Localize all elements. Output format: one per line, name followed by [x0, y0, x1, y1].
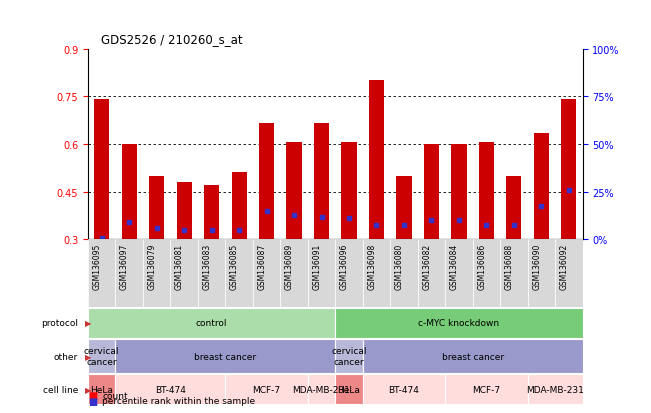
Bar — [335, 339, 363, 373]
Text: MCF-7: MCF-7 — [473, 385, 501, 394]
Text: cervical
cancer: cervical cancer — [331, 347, 367, 366]
Bar — [286, 142, 301, 240]
Bar — [424, 145, 439, 240]
Bar — [253, 240, 281, 308]
Text: percentile rank within the sample: percentile rank within the sample — [102, 396, 255, 406]
Text: HeLa: HeLa — [338, 385, 361, 394]
Bar — [308, 374, 335, 404]
Bar — [88, 308, 335, 338]
Bar — [94, 100, 109, 240]
Bar — [335, 308, 583, 338]
Text: control: control — [196, 319, 227, 328]
Text: GSM136084: GSM136084 — [450, 243, 459, 289]
Bar — [115, 374, 225, 404]
Text: ■: ■ — [88, 396, 97, 406]
Bar — [259, 124, 274, 240]
Bar — [363, 374, 445, 404]
Bar — [115, 339, 335, 373]
Bar — [500, 240, 528, 308]
Bar — [335, 240, 363, 308]
Bar — [506, 176, 521, 240]
Text: GSM136095: GSM136095 — [92, 243, 102, 289]
Bar — [479, 143, 494, 240]
Bar — [149, 176, 164, 240]
Bar — [555, 240, 583, 308]
Bar — [314, 124, 329, 240]
Bar — [363, 339, 583, 373]
Text: c-MYC knockdown: c-MYC knockdown — [419, 319, 499, 328]
Bar — [281, 240, 308, 308]
Bar — [534, 133, 549, 240]
Bar — [341, 142, 357, 240]
Bar — [88, 240, 115, 308]
Text: GSM136081: GSM136081 — [175, 243, 184, 289]
Text: MCF-7: MCF-7 — [253, 385, 281, 394]
Text: GSM136079: GSM136079 — [148, 243, 157, 289]
Text: GSM136090: GSM136090 — [533, 243, 542, 289]
Bar — [369, 81, 384, 240]
Text: GSM136083: GSM136083 — [202, 243, 212, 289]
Text: GSM136082: GSM136082 — [422, 243, 432, 289]
Text: GSM136092: GSM136092 — [560, 243, 569, 289]
Text: GSM136088: GSM136088 — [505, 243, 514, 289]
Bar — [171, 240, 198, 308]
Bar — [225, 374, 308, 404]
Bar — [445, 374, 528, 404]
Text: GSM136086: GSM136086 — [477, 243, 486, 289]
Bar — [232, 173, 247, 240]
Bar — [198, 240, 225, 308]
Text: other: other — [54, 352, 78, 361]
Text: breast cancer: breast cancer — [194, 352, 256, 361]
Text: count: count — [102, 391, 128, 400]
Bar — [363, 240, 390, 308]
Text: MDA-MB-231: MDA-MB-231 — [526, 385, 584, 394]
Bar — [115, 240, 143, 308]
Bar — [143, 240, 171, 308]
Text: BT-474: BT-474 — [389, 385, 419, 394]
Text: GSM136085: GSM136085 — [230, 243, 239, 289]
Text: ▶: ▶ — [85, 352, 91, 361]
Bar — [122, 145, 137, 240]
Text: ■: ■ — [88, 390, 97, 400]
Text: GSM136096: GSM136096 — [340, 243, 349, 289]
Bar — [445, 240, 473, 308]
Bar — [528, 374, 583, 404]
Text: HeLa: HeLa — [90, 385, 113, 394]
Bar — [88, 374, 115, 404]
Text: ▶: ▶ — [85, 319, 91, 328]
Text: GSM136080: GSM136080 — [395, 243, 404, 289]
Text: GDS2526 / 210260_s_at: GDS2526 / 210260_s_at — [101, 33, 243, 45]
Text: cell line: cell line — [43, 385, 78, 394]
Bar — [335, 374, 363, 404]
Text: MDA-MB-231: MDA-MB-231 — [292, 385, 350, 394]
Text: GSM136097: GSM136097 — [120, 243, 129, 289]
Bar — [451, 145, 467, 240]
Text: cervical
cancer: cervical cancer — [84, 347, 119, 366]
Bar — [390, 240, 418, 308]
Bar — [473, 240, 500, 308]
Bar — [176, 183, 191, 240]
Text: GSM136089: GSM136089 — [285, 243, 294, 289]
Text: protocol: protocol — [41, 319, 78, 328]
Text: BT-474: BT-474 — [155, 385, 186, 394]
Bar — [308, 240, 335, 308]
Bar — [528, 240, 555, 308]
Text: ▶: ▶ — [85, 385, 91, 394]
Text: GSM136098: GSM136098 — [368, 243, 376, 289]
Text: GSM136091: GSM136091 — [312, 243, 322, 289]
Bar — [225, 240, 253, 308]
Bar — [88, 339, 115, 373]
Bar — [418, 240, 445, 308]
Text: GSM136087: GSM136087 — [258, 243, 266, 289]
Bar — [204, 186, 219, 240]
Bar — [396, 176, 411, 240]
Text: breast cancer: breast cancer — [441, 352, 504, 361]
Bar — [561, 100, 577, 240]
